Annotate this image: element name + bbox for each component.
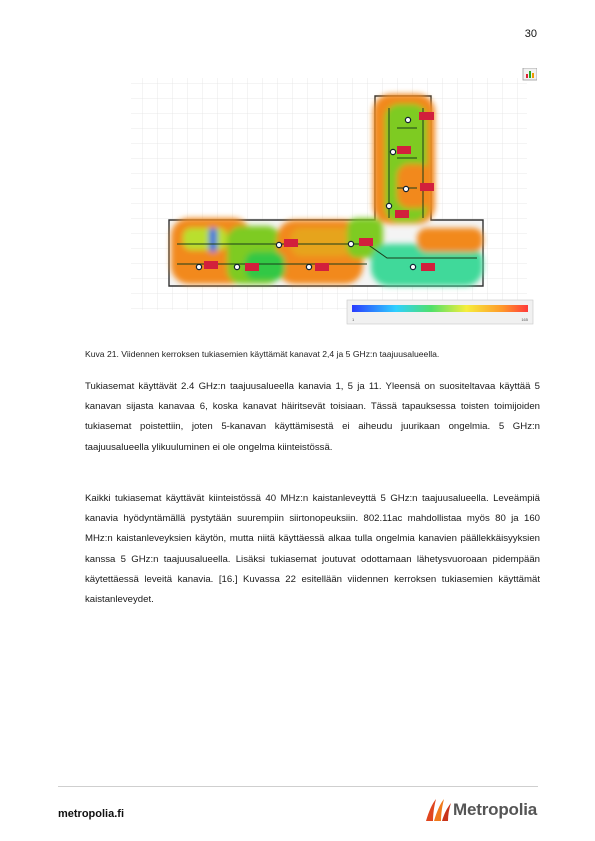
color-scale-legend: 1 165 (346, 299, 534, 325)
page-number: 30 (524, 28, 537, 40)
scale-min-label: 1 (352, 317, 355, 322)
access-point[interactable] (402, 183, 434, 193)
metropolia-logo-text: Metropolia (453, 800, 537, 819)
access-point[interactable] (404, 112, 434, 124)
access-point[interactable] (275, 239, 298, 249)
figure-caption: Kuva 21. Viidennen kerroksen tukiasemien… (85, 349, 440, 359)
scale-max-label: 165 (521, 317, 528, 322)
access-points (195, 112, 435, 271)
chart-icon[interactable] (522, 68, 537, 81)
access-point[interactable] (389, 146, 411, 156)
access-point[interactable] (195, 261, 218, 271)
footer-divider (58, 786, 538, 787)
body-paragraph-1: Tukiasemat käyttävät 2.4 GHz:n taajuusal… (85, 381, 540, 453)
footer-url[interactable]: metropolia.fi (58, 808, 125, 820)
access-point[interactable] (385, 202, 409, 218)
coverage-heatmap (171, 94, 483, 286)
access-point[interactable] (233, 263, 259, 271)
body-paragraph-2: Kaikki tukiasemat käyttävät kiinteistöss… (85, 493, 540, 606)
metropolia-logo-mark (426, 799, 452, 821)
access-point[interactable] (305, 263, 329, 271)
metropolia-logo: Metropolia (423, 797, 537, 823)
access-point[interactable] (347, 238, 373, 248)
access-point[interactable] (409, 263, 435, 271)
floor-plan-figure: 1 165 (127, 68, 537, 326)
